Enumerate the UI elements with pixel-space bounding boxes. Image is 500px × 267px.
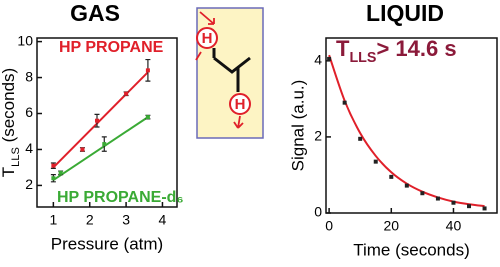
series-label: HP PROPANE-d₆ bbox=[57, 189, 184, 206]
y-tick-label: 6 bbox=[25, 104, 33, 120]
x-tick-label: 0 bbox=[325, 218, 333, 234]
data-point bbox=[51, 176, 56, 181]
y-tick-label: 10 bbox=[17, 32, 33, 48]
atom-label: H bbox=[235, 96, 246, 113]
arrow bbox=[195, 11, 215, 61]
data-point bbox=[58, 170, 63, 175]
y-tick-label: 4 bbox=[25, 140, 33, 156]
arrow bbox=[233, 115, 244, 129]
bond bbox=[213, 56, 251, 74]
data-point bbox=[420, 191, 425, 196]
data-point bbox=[451, 200, 456, 205]
x-tick-label: 1 bbox=[49, 212, 57, 228]
data-point bbox=[389, 174, 394, 179]
plot-frame bbox=[36, 37, 178, 208]
text-part: LLS bbox=[349, 50, 376, 66]
y-tick-label: 0 bbox=[314, 204, 322, 220]
fit-line bbox=[328, 54, 485, 208]
data-point bbox=[404, 183, 409, 188]
x-tick-label: 20 bbox=[384, 218, 400, 234]
x-axis-label: Time (seconds) bbox=[353, 240, 470, 259]
fit-line bbox=[52, 71, 149, 169]
y-tick-label: 4 bbox=[314, 52, 322, 68]
data-point bbox=[124, 91, 129, 96]
x-tick-label: 40 bbox=[446, 218, 462, 234]
text-part: (seconds) bbox=[0, 68, 18, 147]
data-point bbox=[373, 159, 378, 164]
annotation: TLLS> 14.6 s bbox=[336, 36, 457, 66]
text-part: LLS bbox=[10, 147, 22, 167]
data-point bbox=[145, 68, 150, 73]
y-axis-label: Signal (a.u.) bbox=[288, 80, 307, 172]
chart-title: LIQUID bbox=[366, 0, 444, 26]
y-tick-label: 2 bbox=[314, 128, 322, 144]
y-tick-label: 8 bbox=[25, 68, 33, 84]
plot-frame bbox=[325, 37, 498, 214]
x-axis-label: Pressure (atm) bbox=[51, 234, 163, 253]
y-axis-label: TLLS (seconds) bbox=[0, 68, 22, 177]
x-tick-label: 3 bbox=[122, 212, 130, 228]
y-tick-label: 2 bbox=[25, 176, 33, 192]
chart-title: GAS bbox=[70, 0, 120, 26]
series-label: HP PROPANE bbox=[59, 39, 164, 56]
data-point bbox=[435, 196, 440, 201]
data-point bbox=[145, 115, 150, 120]
atom-label: H bbox=[202, 30, 213, 47]
data-point bbox=[467, 204, 472, 209]
text-part: T bbox=[0, 167, 18, 177]
x-tick-label: 4 bbox=[159, 212, 167, 228]
data-point bbox=[95, 118, 99, 123]
data-point bbox=[482, 206, 487, 211]
data-point bbox=[358, 136, 363, 141]
data-point bbox=[327, 56, 332, 61]
data-point bbox=[80, 147, 85, 152]
fit-line bbox=[52, 116, 149, 181]
data-point bbox=[342, 100, 347, 105]
atom-circle bbox=[196, 27, 218, 49]
data-point bbox=[51, 163, 56, 168]
atom-circle bbox=[229, 93, 251, 115]
text-part: > 14.6 s bbox=[376, 36, 456, 61]
x-tick-label: 2 bbox=[86, 212, 94, 228]
text-part: T bbox=[336, 36, 350, 61]
data-point bbox=[102, 142, 107, 147]
